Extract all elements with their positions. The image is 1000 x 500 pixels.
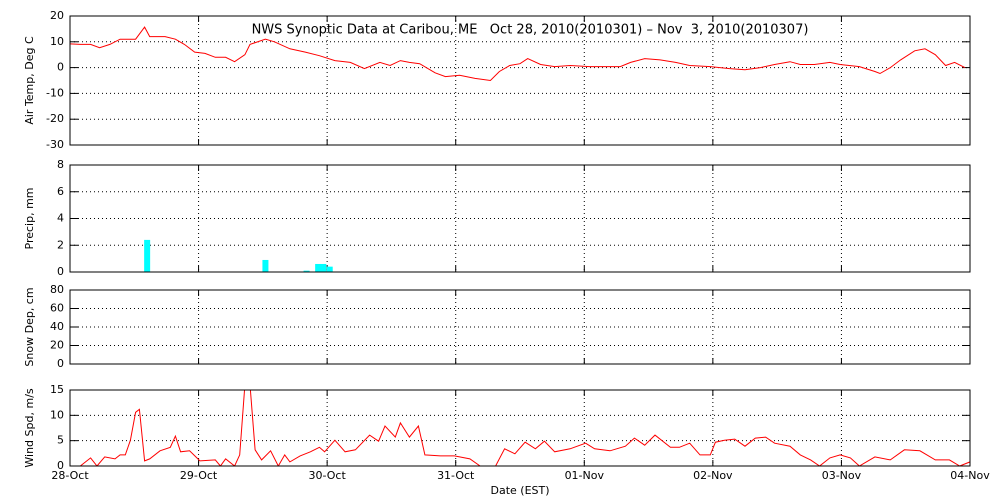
y-tick-label: 0 (57, 61, 64, 74)
bar (320, 263, 327, 272)
plot-frame (69, 389, 971, 467)
y-tick-label: 80 (50, 283, 64, 296)
y-tick-label: 8 (57, 158, 64, 171)
y-tick-label: -20 (46, 112, 64, 125)
plot-frame (69, 15, 971, 146)
y-tick-label: 60 (50, 302, 64, 315)
y-axis-label: Air Temp, Deg C (23, 36, 36, 125)
plot-frame (69, 164, 971, 273)
bar (262, 259, 269, 272)
y-tick-label: 15 (50, 383, 64, 396)
y-axis-label: Precip, mm (23, 188, 36, 250)
bar (144, 239, 151, 272)
x-tick-label: 30-Oct (308, 469, 346, 482)
y-tick-label: 10 (50, 35, 64, 48)
plot-frame (69, 289, 971, 365)
y-tick-label: -10 (46, 86, 64, 99)
y-tick-label: -30 (46, 138, 64, 151)
x-tick-label: 29-Oct (180, 469, 218, 482)
y-tick-label: 40 (50, 320, 64, 333)
x-tick-label: 31-Oct (437, 469, 475, 482)
chart-title: NWS Synoptic Data at Caribou, ME Oct 28,… (252, 23, 809, 38)
y-tick-label: 6 (57, 185, 64, 198)
data-line (70, 26, 966, 82)
x-tick-label: 03-Nov (822, 469, 862, 482)
x-tick-label: 28-Oct (51, 469, 89, 482)
y-tick-label: 4 (57, 212, 64, 225)
bar (303, 270, 310, 272)
y-tick-label: 20 (50, 339, 64, 352)
y-tick-label: 5 (57, 434, 64, 447)
x-axis-label: Date (EST) (490, 484, 549, 497)
y-tick-label: 2 (57, 238, 64, 251)
y-tick-label: 0 (57, 357, 64, 370)
y-axis-label: Snow Dep, cm (23, 287, 36, 366)
x-tick-label: 01-Nov (565, 469, 605, 482)
y-tick-label: 0 (57, 265, 64, 278)
bar (315, 263, 322, 272)
x-tick-label: 04-Nov (950, 469, 990, 482)
data-line (70, 390, 970, 466)
y-tick-label: 10 (50, 408, 64, 421)
y-tick-label: 0 (57, 459, 64, 472)
y-tick-label: 20 (50, 9, 64, 22)
y-axis-label: Wind Spd, m/s (23, 388, 36, 468)
x-tick-label: 02-Nov (693, 469, 733, 482)
bar (326, 266, 333, 272)
